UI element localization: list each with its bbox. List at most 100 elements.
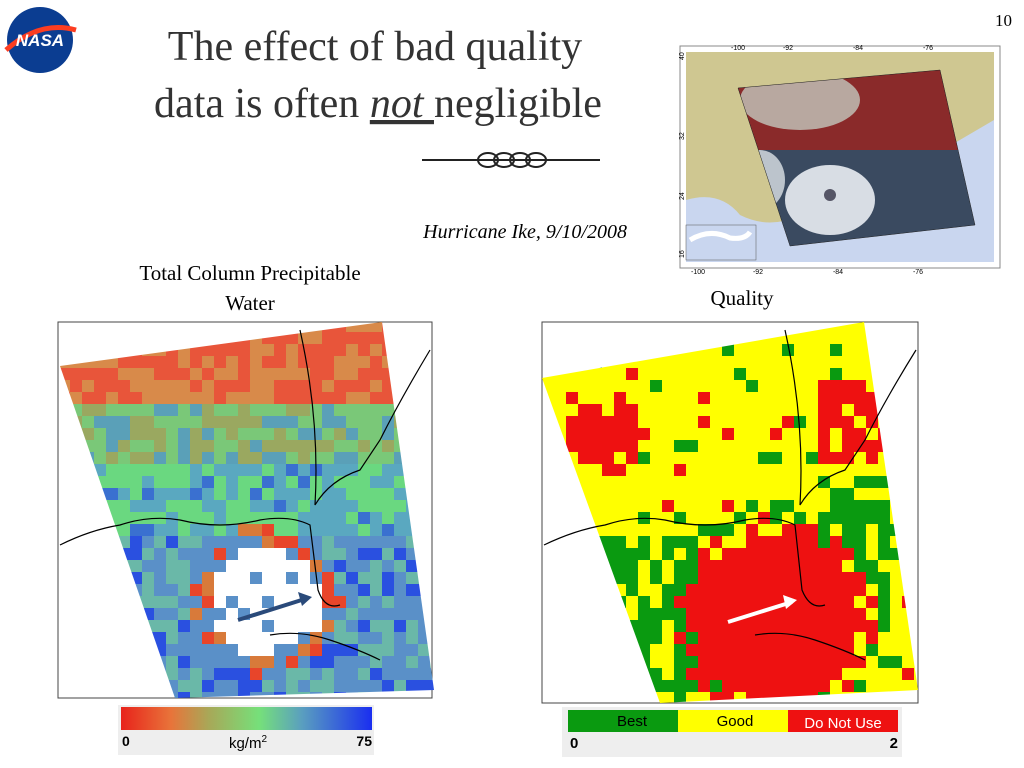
map-cell [214,644,226,656]
map-cell [698,488,710,500]
map-cell [286,344,298,356]
map-cell [854,524,866,536]
map-cell [590,464,602,476]
map-cell [214,656,226,668]
map-cell [130,416,142,428]
map-cell [154,572,166,584]
map-cell [274,428,286,440]
map-cell [346,322,358,332]
map-cell [322,440,334,452]
map-cell [818,584,830,596]
map-cell [746,536,758,548]
map-cell [310,404,322,416]
map-cell [166,536,178,548]
map-cell [298,368,310,380]
map-cell [274,392,286,404]
map-cell [118,416,130,428]
map-cell [770,392,782,404]
map-cell [262,404,274,416]
map-cell [770,476,782,488]
map-cell [358,392,370,404]
map-cell [638,428,650,440]
map-cell [830,368,842,380]
map-cell [770,512,782,524]
map-cell [674,476,686,488]
map-cell [310,656,322,668]
map-cell [130,440,142,452]
map-cell [890,584,902,596]
map-cell [770,452,782,464]
map-cell [394,548,406,560]
panel-label: Water [225,291,275,315]
map-cell [202,512,214,524]
map-cell [202,524,214,536]
map-cell [662,656,674,668]
map-cell [262,548,274,560]
map-cell [322,488,334,500]
map-cell [286,476,298,488]
map-cell [674,512,686,524]
map-cell [842,322,854,332]
map-cell [238,524,250,536]
map-cell [782,404,794,416]
map-cell [202,548,214,560]
map-cell [698,596,710,608]
map-cell [250,548,262,560]
map-cell [238,344,250,356]
map-cell [854,536,866,548]
map-cell [286,368,298,380]
map-cell [250,428,262,440]
map-cell [214,560,226,572]
map-cell [346,332,358,344]
map-cell [842,392,854,404]
map-cell [310,392,322,404]
map-cell [274,488,286,500]
map-cell [626,512,638,524]
map-cell [626,488,638,500]
map-cell [806,668,818,680]
map-cell [746,464,758,476]
map-cell [406,656,418,668]
map-cell [602,392,614,404]
map-cell [226,500,238,512]
map-cell [638,536,650,548]
map-cell [806,620,818,632]
map-cell [746,680,758,692]
map-cell [298,560,310,572]
map-cell [722,356,734,368]
map-cell [214,416,226,428]
map-cell [250,416,262,428]
map-cell [686,500,698,512]
map-cell [202,608,214,620]
map-cell [626,368,638,380]
map-cell [686,548,698,560]
map-cell [866,680,878,692]
map-cell [842,428,854,440]
map-cell [406,668,418,680]
map-cell [650,584,662,596]
map-cell [238,452,250,464]
map-cell [382,392,394,404]
map-cell [166,392,178,404]
map-cell [806,332,818,344]
map-cell [286,512,298,524]
map-cell [602,512,614,524]
map-cell [866,488,878,500]
map-cell [346,668,358,680]
map-cell [250,644,262,656]
map-cell [154,524,166,536]
map-cell [298,536,310,548]
map-cell [202,356,214,368]
map-cell [82,368,94,380]
map-cell [806,632,818,644]
map-cell [274,464,286,476]
map-cell [818,380,830,392]
map-cell [830,404,842,416]
map-cell [758,572,770,584]
map-cell [674,668,686,680]
map-cell [298,428,310,440]
map-cell [602,368,614,380]
map-cell [382,452,394,464]
subtitle: Hurricane Ike, 9/10/2008 [422,221,627,243]
map-cell [226,656,238,668]
